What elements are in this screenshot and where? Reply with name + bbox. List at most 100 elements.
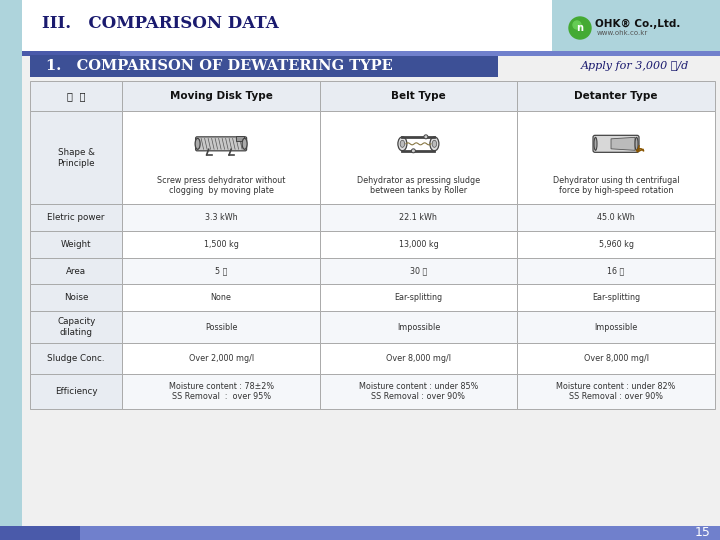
Bar xyxy=(517,81,715,111)
Bar xyxy=(517,374,715,409)
Text: Apply for 3,000 ㎥/d: Apply for 3,000 ㎥/d xyxy=(581,61,689,71)
Text: Moisture content : 78±2%
SS Removal  :  over 95%: Moisture content : 78±2% SS Removal : ov… xyxy=(168,382,274,401)
Bar xyxy=(517,231,715,258)
Text: III.   COMPARISON DATA: III. COMPARISON DATA xyxy=(42,16,279,32)
Circle shape xyxy=(569,17,591,39)
Bar xyxy=(320,311,517,343)
Ellipse shape xyxy=(400,140,405,147)
Bar xyxy=(30,231,122,258)
Text: Over 8,000 mg/l: Over 8,000 mg/l xyxy=(386,354,451,363)
Text: Weight: Weight xyxy=(61,240,91,249)
Bar xyxy=(517,205,715,231)
Bar xyxy=(30,81,122,111)
Bar xyxy=(517,285,715,311)
Text: 5,960 kg: 5,960 kg xyxy=(598,240,634,249)
Bar xyxy=(122,285,320,311)
Text: Detanter Type: Detanter Type xyxy=(575,91,658,101)
Text: OHK® Co.,Ltd.: OHK® Co.,Ltd. xyxy=(595,19,680,29)
Text: Over 2,000 mg/l: Over 2,000 mg/l xyxy=(189,354,253,363)
Text: Efficiency: Efficiency xyxy=(55,387,97,396)
Bar xyxy=(22,51,720,56)
Text: 5 ㎡: 5 ㎡ xyxy=(215,267,228,275)
Text: Over 8,000 mg/l: Over 8,000 mg/l xyxy=(583,354,649,363)
FancyBboxPatch shape xyxy=(196,137,247,151)
Text: 45.0 kWh: 45.0 kWh xyxy=(597,213,635,222)
Ellipse shape xyxy=(430,137,439,151)
Text: Sludge Conc.: Sludge Conc. xyxy=(48,354,105,363)
Circle shape xyxy=(573,21,581,29)
Text: Dehydrator using th centrifugal
force by high-speed rotation: Dehydrator using th centrifugal force by… xyxy=(553,176,679,195)
Bar xyxy=(0,526,720,540)
Bar xyxy=(517,311,715,343)
Bar xyxy=(30,111,122,205)
Bar xyxy=(320,374,517,409)
Text: 1,500 kg: 1,500 kg xyxy=(204,240,238,249)
Text: Screw press dehydrator without
clogging  by moving plate: Screw press dehydrator without clogging … xyxy=(157,176,285,195)
Bar xyxy=(122,258,320,285)
Bar xyxy=(320,205,517,231)
Bar xyxy=(30,55,498,77)
Ellipse shape xyxy=(411,149,415,153)
Text: Impossible: Impossible xyxy=(397,323,440,332)
Bar xyxy=(517,343,715,374)
Text: 1.   COMPARISON OF DEWATERING TYPE: 1. COMPARISON OF DEWATERING TYPE xyxy=(46,59,392,73)
Bar xyxy=(517,111,715,205)
Bar xyxy=(30,285,122,311)
Bar xyxy=(122,343,320,374)
Ellipse shape xyxy=(195,138,200,150)
Bar xyxy=(517,258,715,285)
FancyBboxPatch shape xyxy=(593,136,639,152)
Text: 13,000 kg: 13,000 kg xyxy=(399,240,438,249)
Ellipse shape xyxy=(424,135,428,139)
Text: None: None xyxy=(211,293,232,302)
Text: www.ohk.co.kr: www.ohk.co.kr xyxy=(597,30,648,36)
Bar xyxy=(122,231,320,258)
Ellipse shape xyxy=(635,137,638,150)
Text: Impossible: Impossible xyxy=(595,323,638,332)
Bar xyxy=(30,205,122,231)
Bar xyxy=(236,136,244,141)
Text: 16 ㎡: 16 ㎡ xyxy=(608,267,625,275)
Text: 3.3 kWh: 3.3 kWh xyxy=(204,213,238,222)
Bar xyxy=(0,0,22,540)
Bar xyxy=(30,374,122,409)
Text: Shape &
Principle: Shape & Principle xyxy=(58,148,95,167)
Ellipse shape xyxy=(594,137,597,150)
Bar xyxy=(122,311,320,343)
Bar xyxy=(320,285,517,311)
Text: 구  분: 구 분 xyxy=(67,91,86,101)
Bar xyxy=(320,343,517,374)
Text: Dehydrator as pressing sludge
between tanks by Roller: Dehydrator as pressing sludge between ta… xyxy=(357,176,480,195)
Bar xyxy=(22,0,552,52)
Text: Moving Disk Type: Moving Disk Type xyxy=(170,91,273,101)
Bar xyxy=(320,81,517,111)
Text: Area: Area xyxy=(66,267,86,275)
Bar xyxy=(320,258,517,285)
Bar xyxy=(122,81,320,111)
Text: Noise: Noise xyxy=(64,293,89,302)
Polygon shape xyxy=(611,137,635,150)
Text: n: n xyxy=(577,23,583,33)
Text: 30 ㎡: 30 ㎡ xyxy=(410,267,427,275)
Text: Eletric power: Eletric power xyxy=(48,213,105,222)
Ellipse shape xyxy=(432,140,436,147)
Bar xyxy=(320,111,517,205)
Bar xyxy=(122,205,320,231)
Bar xyxy=(120,51,720,56)
Bar xyxy=(552,0,720,52)
Bar xyxy=(122,111,320,205)
Bar xyxy=(30,311,122,343)
Bar xyxy=(30,343,122,374)
Text: Capacity
dilating: Capacity dilating xyxy=(57,318,95,337)
Bar xyxy=(80,526,720,540)
Bar xyxy=(30,258,122,285)
Text: Possible: Possible xyxy=(205,323,238,332)
Text: Moisture content : under 82%
SS Removal : over 90%: Moisture content : under 82% SS Removal … xyxy=(557,382,675,401)
Bar xyxy=(122,374,320,409)
Ellipse shape xyxy=(398,137,407,151)
Ellipse shape xyxy=(242,138,247,150)
Bar xyxy=(320,231,517,258)
Text: 22.1 kWh: 22.1 kWh xyxy=(400,213,437,222)
Text: Moisture content : under 85%
SS Removal : over 90%: Moisture content : under 85% SS Removal … xyxy=(359,382,478,401)
Text: Ear-splitting: Ear-splitting xyxy=(592,293,640,302)
